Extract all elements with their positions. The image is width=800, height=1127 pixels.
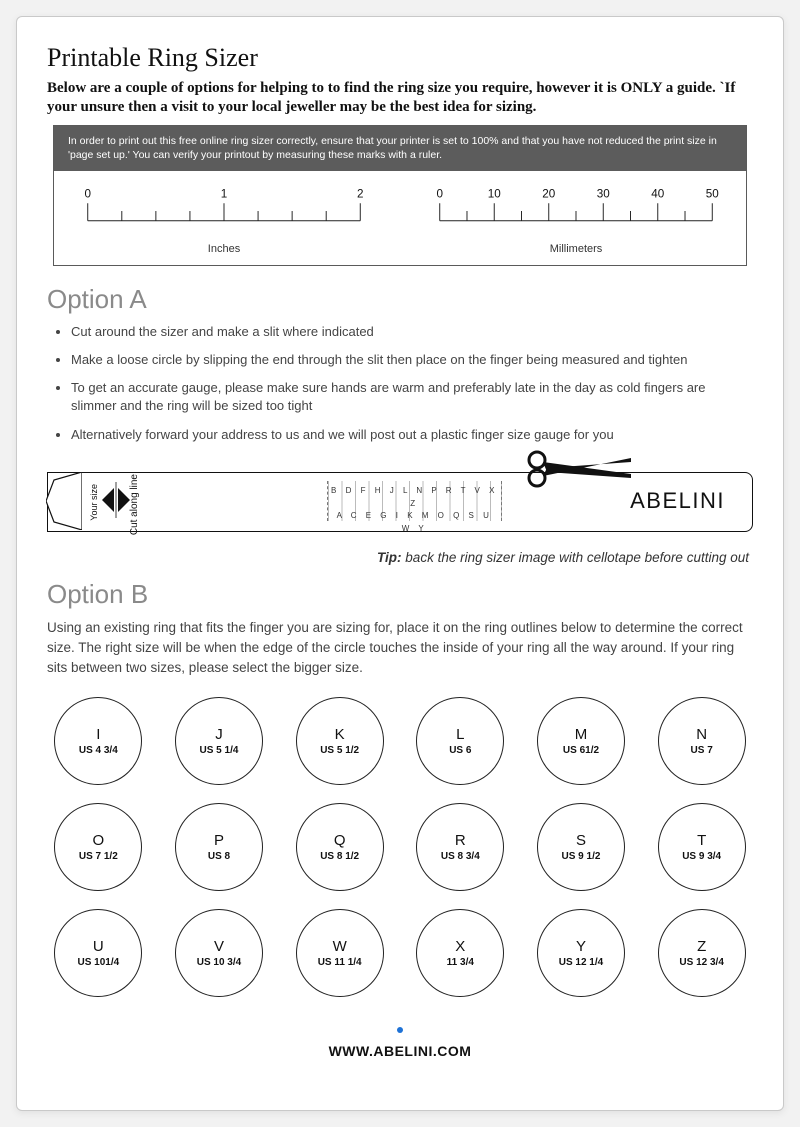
mm-tick-20: 20: [542, 187, 555, 200]
gauge-top-row: B D F H J L N P R T V X Z: [331, 485, 498, 511]
ring-size-us: US 9 3/4: [682, 851, 721, 862]
ring-size-circle: R US 8 3/4: [416, 803, 504, 891]
ring-size-circle: U US 101/4: [54, 909, 142, 997]
ring-size-letter: N: [696, 726, 707, 743]
ring-size-us: US 7 1/2: [79, 851, 118, 862]
sizer-strip: Your size Cut along line B D F H J L N P…: [47, 454, 753, 544]
option-a-step: Make a loose circle by slipping the end …: [71, 351, 753, 369]
ring-size-letter: O: [92, 832, 104, 849]
ruler-inches: 0 1 2: [78, 181, 370, 243]
cut-line-label: Cut along line: [129, 474, 140, 535]
ring-size-us: US 8 3/4: [441, 851, 480, 862]
ring-size-circle: K US 5 1/2: [296, 697, 384, 785]
option-b-heading: Option B: [47, 579, 753, 610]
ring-size-circle: T US 9 3/4: [658, 803, 746, 891]
gauge-bottom-row: A C E G I K M O Q S U W Y: [331, 510, 498, 536]
ring-size-circle: M US 61/2: [537, 697, 625, 785]
ring-size-us: US 12 1/4: [559, 957, 603, 968]
ruler-note: In order to print out this free online r…: [54, 126, 746, 171]
mm-tick-0: 0: [436, 187, 443, 200]
option-a-step: Cut around the sizer and make a slit whe…: [71, 323, 753, 341]
option-a-heading: Option A: [47, 284, 753, 315]
ring-size-us: US 8 1/2: [320, 851, 359, 862]
ruler-box: In order to print out this free online r…: [53, 125, 747, 266]
ring-size-us: US 5 1/2: [320, 745, 359, 756]
ring-size-letter: V: [214, 938, 224, 955]
mm-tick-50: 50: [706, 187, 719, 200]
ring-size-letter: W: [333, 938, 347, 955]
option-b-text: Using an existing ring that fits the fin…: [47, 618, 753, 679]
intro-text: Below are a couple of options for helpin…: [47, 79, 753, 117]
ring-size-letter: J: [215, 726, 223, 743]
ring-size-us: US 6: [449, 745, 471, 756]
ring-size-letter: I: [96, 726, 100, 743]
ruler-mm-label: Millimeters: [430, 243, 722, 255]
ring-size-letter: L: [456, 726, 464, 743]
ring-size-letter: U: [93, 938, 104, 955]
mm-tick-40: 40: [651, 187, 664, 200]
ring-size-letter: S: [576, 832, 586, 849]
ring-size-circle: I US 4 3/4: [54, 697, 142, 785]
ring-size-us: 11 3/4: [447, 957, 474, 968]
strip-point-icon: [46, 472, 82, 530]
ring-size-us: US 5 1/4: [200, 745, 239, 756]
brand-text: ABELINI: [630, 488, 725, 514]
ring-size-letter: P: [214, 832, 224, 849]
footer-url: WWW.ABELINI.COM: [47, 1043, 753, 1059]
option-a-step: Alternatively forward your address to us…: [71, 426, 753, 444]
footer-dot-icon: [397, 1027, 403, 1033]
ring-size-circle: N US 7: [658, 697, 746, 785]
scissors-icon: [523, 448, 633, 488]
ring-size-us: US 61/2: [563, 745, 599, 756]
ring-size-letter: K: [335, 726, 345, 743]
ring-size-circle: V US 10 3/4: [175, 909, 263, 997]
ruler-mm: 0 10 20 30 40 50: [430, 181, 722, 243]
ruler-body: 0 1 2 Inches: [54, 171, 746, 265]
ring-size-us: US 101/4: [77, 957, 119, 968]
page: Printable Ring Sizer Below are a couple …: [16, 16, 784, 1111]
ring-size-letter: X: [455, 938, 465, 955]
mm-tick-30: 30: [597, 187, 610, 200]
ring-size-letter: M: [575, 726, 588, 743]
ring-size-circle: Z US 12 3/4: [658, 909, 746, 997]
inch-tick-0: 0: [84, 187, 91, 200]
ring-size-circle: S US 9 1/2: [537, 803, 625, 891]
ring-size-circle: W US 11 1/4: [296, 909, 384, 997]
ring-size-letter: Q: [334, 832, 346, 849]
arrow-icon: [102, 482, 130, 518]
ring-size-us: US 10 3/4: [197, 957, 241, 968]
ring-size-letter: Z: [697, 938, 706, 955]
your-size-label: Your size: [89, 484, 99, 521]
page-title: Printable Ring Sizer: [47, 43, 753, 73]
ruler-inches-label: Inches: [78, 243, 370, 255]
ring-size-circle: P US 8: [175, 803, 263, 891]
tip-text: Tip: back the ring sizer image with cell…: [47, 550, 749, 565]
ring-size-circle: Q US 8 1/2: [296, 803, 384, 891]
ring-size-grid: I US 4 3/4 J US 5 1/4 K US 5 1/2 L US 6 M US 61/2…: [47, 697, 753, 997]
ring-size-us: US 8: [208, 851, 230, 862]
ring-size-us: US 9 1/2: [562, 851, 601, 862]
inch-tick-1: 1: [221, 187, 228, 200]
ring-size-circle: X 11 3/4: [416, 909, 504, 997]
option-a-step: To get an accurate gauge, please make su…: [71, 379, 753, 415]
ring-size-circle: Y US 12 1/4: [537, 909, 625, 997]
ring-size-us: US 12 3/4: [679, 957, 723, 968]
inch-tick-2: 2: [357, 187, 363, 200]
ring-size-us: US 11 1/4: [318, 957, 362, 968]
ring-size-circle: J US 5 1/4: [175, 697, 263, 785]
size-gauge: B D F H J L N P R T V X Z A C E G I K M …: [327, 481, 502, 521]
ring-size-circle: O US 7 1/2: [54, 803, 142, 891]
ring-size-circle: L US 6: [416, 697, 504, 785]
ring-size-us: US 7: [691, 745, 713, 756]
ring-size-letter: Y: [576, 938, 586, 955]
ring-size-letter: T: [697, 832, 706, 849]
mm-tick-10: 10: [488, 187, 501, 200]
option-a-steps: Cut around the sizer and make a slit whe…: [47, 323, 753, 444]
ring-size-us: US 4 3/4: [79, 745, 118, 756]
ring-size-letter: R: [455, 832, 466, 849]
